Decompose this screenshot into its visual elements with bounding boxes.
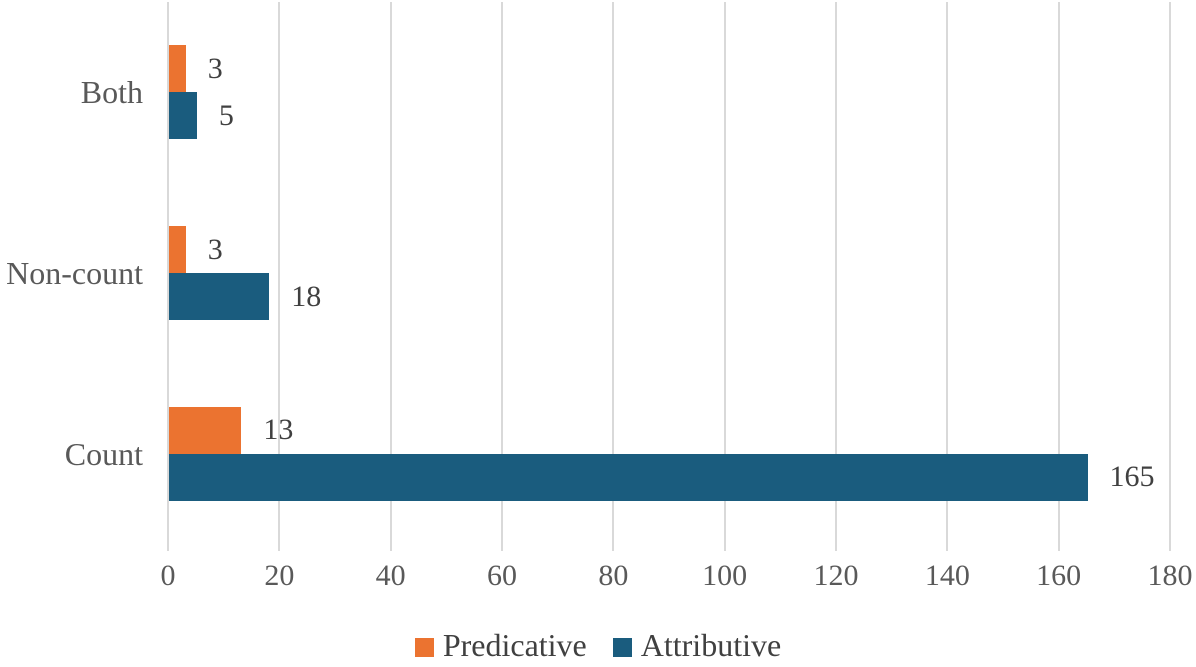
legend-swatch-icon <box>612 637 632 657</box>
x-axis-label-80: 80 <box>598 559 629 592</box>
axis-tick-140 <box>946 544 949 551</box>
legend-swatch-icon <box>414 637 434 657</box>
gridline-40 <box>389 2 392 544</box>
data-label-predicative-count: 13 <box>263 413 294 447</box>
legend-item-predicative: Predicative <box>414 626 587 664</box>
data-label-predicative-non-count: 3 <box>207 232 223 266</box>
gridline-60 <box>501 2 503 544</box>
x-axis-label-120: 120 <box>813 559 859 592</box>
x-axis-label-180: 180 <box>1147 559 1193 592</box>
x-axis-label-100: 100 <box>702 559 748 592</box>
x-axis-label-20: 20 <box>264 559 295 592</box>
gridline-80 <box>612 2 615 544</box>
axis-tick-160 <box>1057 544 1060 551</box>
data-label-attributive-non-count: 18 <box>291 279 322 313</box>
axis-tick-80 <box>612 544 615 551</box>
axis-tick-20 <box>278 544 281 551</box>
axis-tick-120 <box>835 544 837 551</box>
x-axis-label-0: 0 <box>160 559 176 592</box>
bar-attributive-both <box>169 92 197 140</box>
bar-predicative-both <box>169 45 186 93</box>
x-axis-label-60: 60 <box>487 559 517 592</box>
chart-legend: Predicative Attributive <box>0 626 1196 664</box>
bar-attributive-non-count <box>169 273 270 320</box>
gridline-20 <box>278 2 281 544</box>
axis-tick-0 <box>167 544 169 551</box>
data-label-attributive-count: 165 <box>1109 460 1155 494</box>
bar-attributive-count <box>169 453 1088 501</box>
category-label-count: Count <box>64 435 143 472</box>
data-label-predicative-both: 3 <box>207 51 223 85</box>
gridline-180 <box>1169 2 1171 544</box>
x-axis-label-140: 140 <box>924 559 970 592</box>
gridline-140 <box>946 2 949 544</box>
axis-tick-60 <box>501 544 503 551</box>
gridline-100 <box>723 2 726 544</box>
category-label-non-count: Non-count <box>6 255 143 291</box>
axis-tick-180 <box>1169 544 1171 551</box>
x-axis-label-160: 160 <box>1036 559 1082 592</box>
gridline-0 <box>167 2 169 544</box>
axis-tick-100 <box>723 544 726 551</box>
data-label-attributive-both: 5 <box>218 98 234 132</box>
bar-predicative-non-count <box>169 226 186 273</box>
legend-label: Predicative <box>442 626 587 663</box>
legend-label: Attributive <box>640 626 782 663</box>
axis-tick-40 <box>389 544 392 551</box>
category-label-both: Both <box>80 74 143 111</box>
legend-item-attributive: Attributive <box>612 626 782 664</box>
gridline-160 <box>1057 2 1060 544</box>
bar-predicative-count <box>169 406 242 454</box>
gridline-120 <box>835 2 837 544</box>
x-axis-label-40: 40 <box>375 559 406 592</box>
